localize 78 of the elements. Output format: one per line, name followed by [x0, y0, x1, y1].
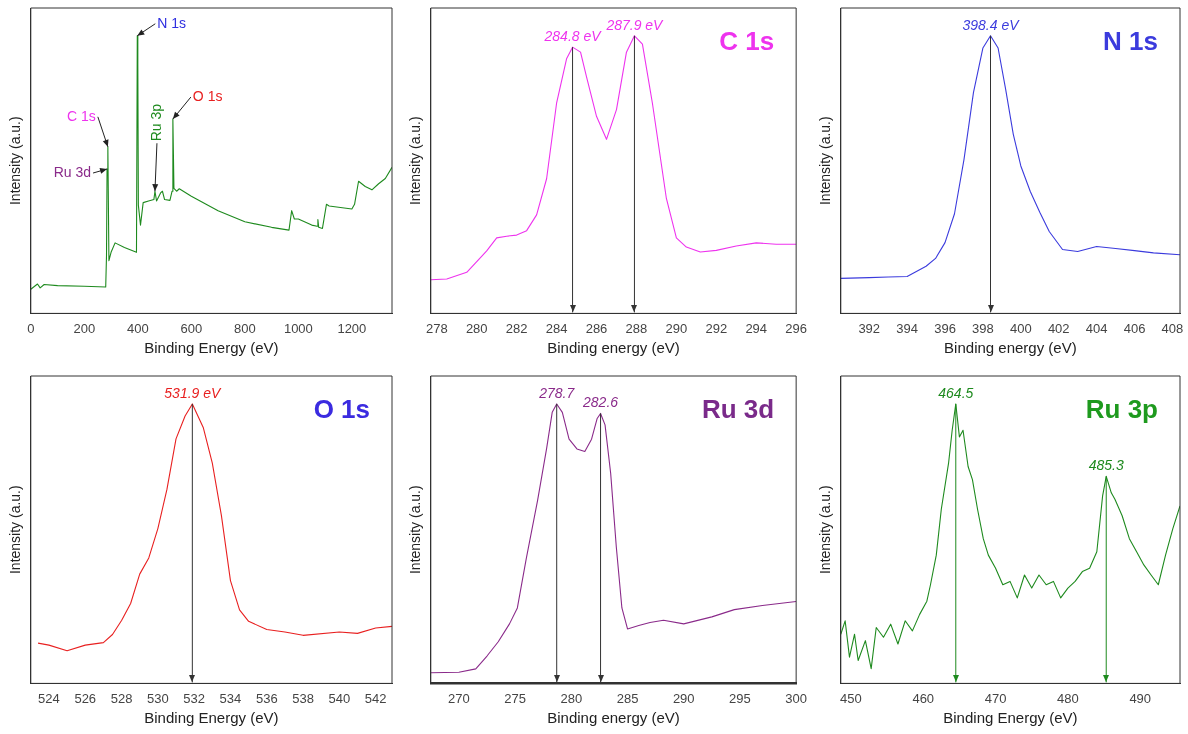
x-tick-label: 1000: [283, 320, 313, 336]
ref-line-label: 287.9 eV: [605, 16, 665, 33]
x-tick-label: 392: [858, 320, 881, 336]
ref-line-label: 531.9 eV: [164, 384, 223, 401]
x-tick-label: 536: [255, 690, 278, 706]
x-tick-label: 290: [672, 690, 695, 706]
x-tick-label: 280: [560, 690, 583, 706]
x-tick-label: 404: [1085, 320, 1108, 336]
x-tick-label: 200: [73, 320, 96, 336]
x-tick-label: 470: [984, 690, 1007, 706]
x-tick-label: 402: [1047, 320, 1070, 336]
ref-line-label: 398.4 eV: [962, 16, 1021, 33]
chart-title: Ru 3d: [701, 394, 775, 425]
x-tick-label: 275: [504, 690, 526, 706]
x-tick-label: 270: [448, 690, 470, 706]
chart-title: Ru 3p: [1085, 394, 1158, 425]
x-tick-label: 284: [545, 320, 568, 336]
x-tick-label: 530: [147, 690, 169, 706]
x-tick-label: 280: [465, 320, 488, 336]
y-axis-title: Intensity (a.u.): [407, 485, 424, 575]
y-axis-title: Intensity (a.u.): [817, 116, 834, 206]
x-tick-label: 288: [625, 320, 648, 336]
chart-title: C 1s: [719, 26, 775, 57]
ref-line-label: 464.5: [938, 384, 974, 401]
y-axis-title: Intensity (a.u.): [817, 485, 834, 575]
annotation: Ru 3p: [147, 103, 164, 142]
y-axis-title: Intensity (a.u.): [407, 116, 424, 206]
x-tick-label: 290: [665, 320, 688, 336]
ref-line-label: 284.8 eV: [543, 28, 603, 45]
x-tick-label: 406: [1123, 320, 1146, 336]
x-tick-label: 532: [183, 690, 206, 706]
annotation: O 1s: [192, 87, 223, 104]
annotation: Ru 3d: [53, 163, 92, 180]
x-tick-label: 600: [180, 320, 203, 336]
x-tick-label: 300: [785, 690, 808, 706]
x-tick-label: 294: [745, 320, 768, 336]
x-tick-label: 450: [840, 690, 862, 706]
x-axis-title: Binding energy (eV): [547, 709, 680, 727]
x-tick-label: 534: [219, 690, 242, 706]
x-tick-label: 526: [74, 690, 97, 706]
x-axis-title: Binding energy (eV): [944, 339, 1077, 357]
x-axis-title: Binding Energy (eV): [144, 709, 279, 727]
x-tick-label: 292: [705, 320, 728, 336]
x-tick-label: 538: [292, 690, 314, 706]
ref-line-label: 278.7: [538, 384, 576, 401]
x-tick-label: 400: [1009, 320, 1032, 336]
x-tick-label: 295: [729, 690, 751, 706]
x-tick-label: 394: [896, 320, 918, 336]
x-axis-title: Binding energy (eV): [547, 339, 680, 357]
x-tick-label: 524: [38, 690, 60, 706]
x-tick-label: 800: [233, 320, 256, 336]
x-tick-label: 398: [972, 320, 994, 336]
x-tick-label: 296: [785, 320, 808, 336]
ref-line-label: 282.6: [582, 394, 619, 411]
y-axis-title: Intensity (a.u.): [7, 116, 24, 206]
x-tick-label: 528: [110, 690, 133, 706]
annotation: N 1s: [157, 14, 187, 31]
x-tick-label: 490: [1129, 690, 1152, 706]
x-tick-label: 400: [126, 320, 149, 336]
y-axis-title: Intensity (a.u.): [7, 485, 24, 575]
x-tick-label: 282: [505, 320, 528, 336]
x-tick-label: 542: [364, 690, 387, 706]
x-tick-label: 286: [585, 320, 608, 336]
x-tick-label: 1200: [337, 320, 367, 336]
x-tick-label: 285: [616, 690, 639, 706]
x-tick-label: 480: [1057, 690, 1079, 706]
x-axis-title: Binding Energy (eV): [144, 339, 279, 357]
chart-title: O 1s: [313, 394, 370, 425]
x-tick-label: 408: [1161, 320, 1184, 336]
x-tick-label: 0: [27, 320, 35, 336]
x-tick-label: 278: [425, 320, 448, 336]
ref-line-label: 485.3: [1088, 457, 1124, 474]
x-tick-label: 396: [934, 320, 956, 336]
x-axis-title: Binding Energy (eV): [943, 709, 1078, 727]
x-tick-label: 460: [912, 690, 935, 706]
x-tick-label: 540: [328, 690, 351, 706]
annotation: C 1s: [67, 107, 96, 124]
chart-title: N 1s: [1103, 26, 1158, 57]
